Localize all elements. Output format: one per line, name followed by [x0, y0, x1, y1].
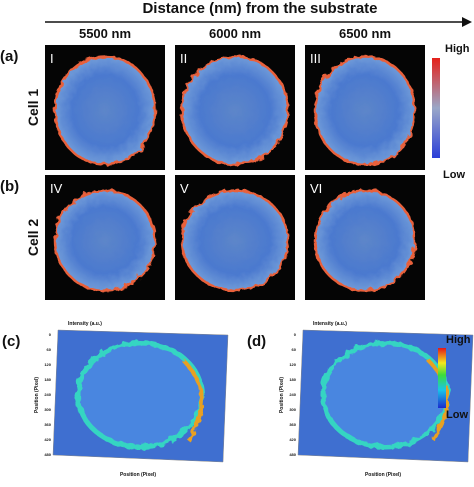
cell	[313, 55, 417, 166]
y-tick-label: 420	[289, 437, 296, 442]
panel-label: (b)	[0, 178, 19, 195]
image-label: I	[50, 51, 54, 66]
y-tick-label: 180	[44, 377, 51, 382]
ring-hot	[181, 358, 204, 442]
column-label: 6000 nm	[209, 26, 261, 41]
y-tick-label: 120	[44, 362, 51, 367]
image-label: III	[310, 51, 321, 66]
y-tick-label: 240	[289, 392, 296, 397]
cell	[180, 189, 290, 292]
row-label: Cell 2	[25, 219, 41, 257]
y-tick-label: 60	[292, 347, 297, 352]
y-tick-label: 480	[289, 452, 296, 457]
ring-hot	[426, 358, 449, 442]
y-tick-label: 240	[44, 392, 51, 397]
image-label: V	[180, 181, 189, 196]
title: Distance (nm) from the substrate	[142, 0, 377, 17]
y-tick-label: 300	[289, 407, 296, 412]
image-label: VI	[310, 181, 322, 196]
cell	[180, 55, 290, 166]
panel-label: (c)	[2, 333, 20, 350]
image-label: IV	[50, 181, 63, 196]
y-tick-label: 0	[294, 332, 297, 337]
cell	[53, 55, 157, 166]
colorbar-low: Low	[443, 169, 465, 181]
column-label: 6500 nm	[339, 26, 391, 41]
y-tick-label: 300	[44, 407, 51, 412]
y-tick-label: 0	[49, 332, 52, 337]
z-label: Intensity (a.u.)	[313, 321, 347, 327]
colorbar-2	[438, 348, 446, 408]
arrow-head	[462, 17, 472, 27]
y-tick-label: 480	[44, 452, 51, 457]
x-label: Position (Pixel)	[365, 472, 401, 478]
colorbar2-high: High	[446, 334, 471, 346]
colorbar	[432, 58, 440, 158]
x-label: Position (Pixel)	[120, 472, 156, 478]
y-tick-label: 420	[44, 437, 51, 442]
y-label: Position (Pixel)	[34, 377, 40, 413]
y-tick-label: 180	[289, 377, 296, 382]
y-label: Position (Pixel)	[279, 377, 285, 413]
y-tick-label: 120	[289, 362, 296, 367]
panel-label: (d)	[247, 333, 266, 350]
y-tick-label: 360	[44, 422, 51, 427]
colorbar-high: High	[445, 43, 470, 55]
row-label: Cell 1	[25, 89, 41, 127]
cell	[53, 189, 157, 292]
y-tick-label: 60	[47, 347, 52, 352]
ring	[75, 340, 205, 450]
panel-label: (a)	[0, 48, 18, 65]
column-label: 5500 nm	[79, 26, 131, 41]
colorbar2-low: Low	[446, 409, 468, 421]
cell	[313, 189, 417, 292]
z-label: Intensity (a.u.)	[68, 321, 102, 327]
ring	[320, 340, 450, 450]
y-tick-label: 360	[289, 422, 296, 427]
image-label: II	[180, 51, 187, 66]
